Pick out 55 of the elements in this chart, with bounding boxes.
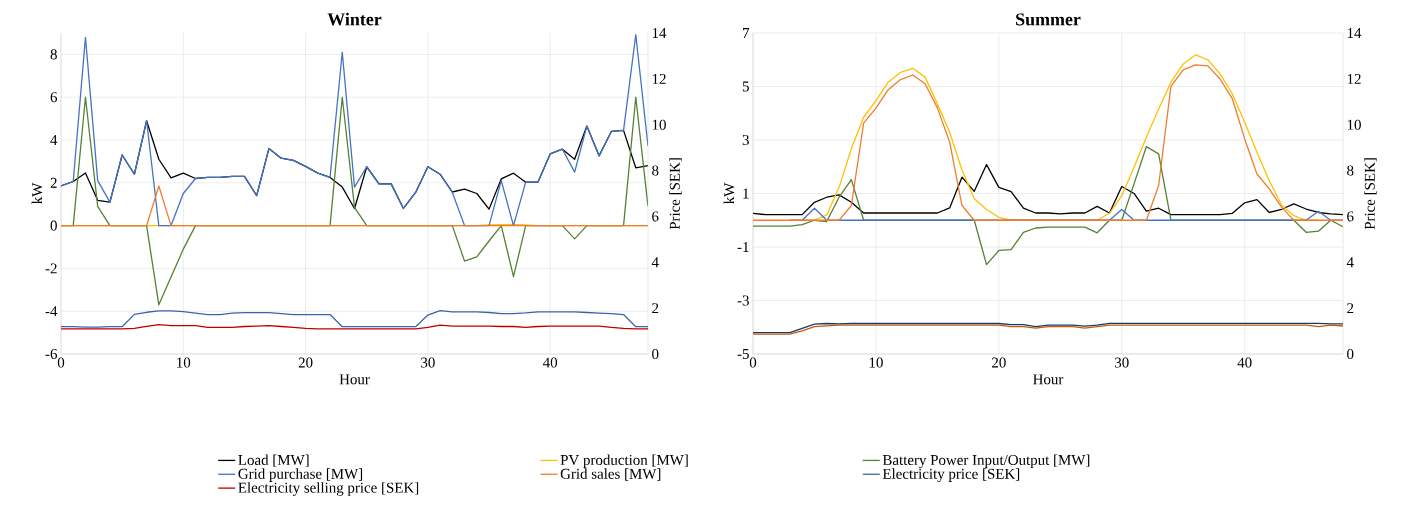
legend-label: Battery Power Input/Output [MW]	[882, 454, 1090, 469]
legend-label: Electricity selling price [SEK]	[238, 482, 419, 496]
y2-tick-label: 4	[1346, 257, 1354, 268]
legend-label: Grid sales [MW]	[560, 468, 661, 481]
y2-tick-label: 8	[652, 165, 659, 176]
x-axis-title: Hour	[1033, 374, 1064, 385]
y2-tick-label: 12	[1347, 73, 1361, 84]
y2-tick-label: 6	[652, 211, 659, 222]
y2-axis-title: Price [SEK]	[669, 158, 682, 230]
y2-tick-label: 14	[652, 28, 667, 38]
legend-label: Load [MW]	[238, 454, 309, 467]
x-tick-label: 0	[57, 357, 65, 368]
y-tick-label: -5	[737, 349, 749, 359]
y-tick-label: 3	[742, 134, 749, 146]
y-tick-label: -4	[45, 306, 58, 317]
x-tick-label: 40	[542, 357, 558, 368]
y-tick-label: 0	[50, 220, 57, 231]
x-tick-label: 20	[298, 357, 313, 368]
y2-tick-label: 0	[652, 348, 659, 360]
y-axis-title: kW	[31, 182, 43, 205]
y2-tick-label: 10	[1347, 119, 1361, 130]
y-tick-label: 4	[50, 135, 58, 145]
y-tick-label: -1	[737, 242, 749, 252]
x-tick-label: 40	[1237, 357, 1252, 368]
x-axis-title: Hour	[339, 374, 370, 385]
y2-tick-label: 8	[1347, 165, 1354, 176]
y2-tick-label: 0	[1347, 348, 1354, 360]
y2-tick-label: 2	[1347, 303, 1354, 314]
y2-tick-label: 14	[1347, 28, 1362, 38]
y-tick-label: 8	[50, 49, 57, 60]
legend-label: Electricity price [SEK]	[882, 468, 1020, 482]
x-tick-label: 20	[992, 357, 1006, 368]
y-tick-label: 5	[742, 81, 749, 92]
y2-tick-label: 2	[652, 303, 659, 314]
y2-tick-label: 6	[1347, 211, 1354, 222]
y2-axis-title: Price [SEK]	[1364, 158, 1377, 230]
y-tick-label: 1	[743, 188, 749, 199]
x-tick-label: 30	[421, 357, 435, 368]
chart-title: Summer	[1016, 13, 1081, 26]
y-tick-label: 7	[743, 28, 750, 38]
chart-title: Winter	[327, 12, 382, 26]
y-tick-label: -3	[737, 295, 749, 306]
y-tick-label: 2	[50, 177, 57, 188]
legend-label: PV production [MW]	[560, 454, 688, 469]
y-axis-title: kW	[723, 182, 735, 204]
legend-label: Grid purchase [MW]	[238, 468, 363, 482]
y-tick-label: 6	[50, 92, 58, 103]
y2-tick-label: 4	[651, 257, 659, 268]
y2-tick-label: 12	[652, 73, 666, 84]
y-tick-label: -2	[45, 263, 57, 274]
y-tick-label: -6	[45, 348, 58, 360]
y2-tick-label: 10	[652, 119, 666, 130]
x-tick-label: 10	[869, 357, 883, 368]
x-tick-label: 10	[177, 357, 191, 368]
x-tick-label: 30	[1115, 357, 1129, 368]
